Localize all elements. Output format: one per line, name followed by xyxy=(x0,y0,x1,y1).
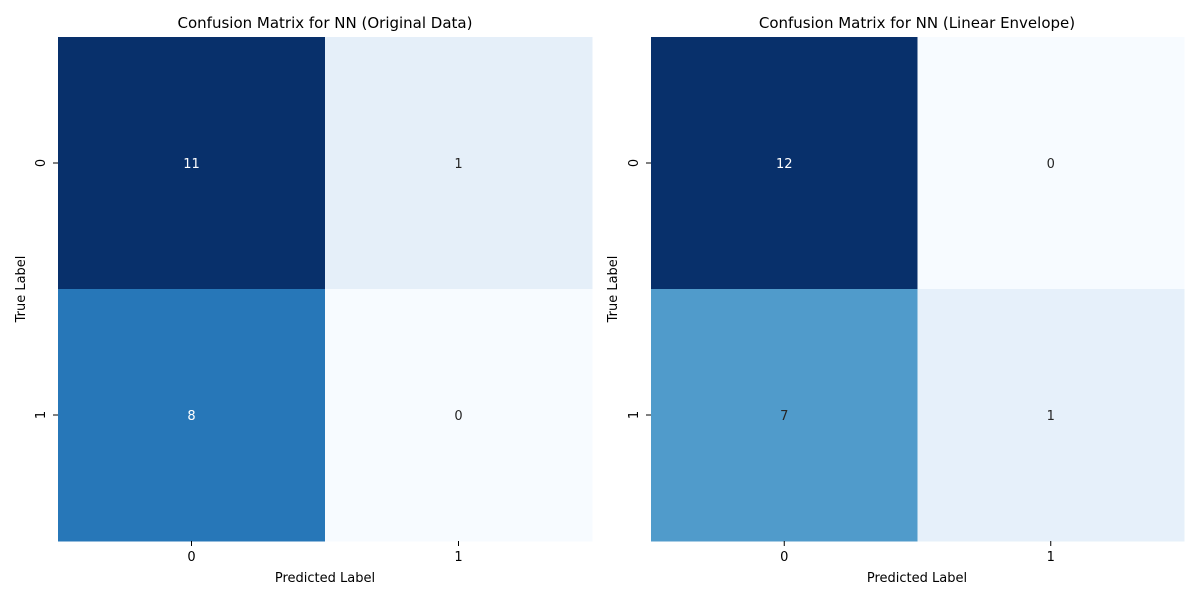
heatmap-cells: 12 0 7 1 xyxy=(651,37,1185,542)
cell-value-label: 1 xyxy=(454,157,462,172)
x-tick-label: 0 xyxy=(187,550,195,565)
heatmap-ticks: 0 1 0 1 xyxy=(34,159,463,565)
x-axis-label: Predicted Label xyxy=(867,571,967,586)
heatmap-cell xyxy=(58,289,326,542)
cell-value-label: 8 xyxy=(187,409,195,424)
heatmap-cell xyxy=(58,37,326,290)
cell-value-label: 12 xyxy=(776,157,793,172)
cell-value-label: 1 xyxy=(1047,409,1055,424)
heatmap-ticks: 0 1 0 1 xyxy=(627,159,1055,565)
heatmap-cell xyxy=(651,37,918,290)
x-tick-label: 1 xyxy=(454,550,462,565)
heatmap-panel-original: Confusion Matrix for NN (Original Data) … xyxy=(14,14,593,586)
y-tick-label: 1 xyxy=(34,411,49,419)
cell-value-label: 7 xyxy=(780,409,788,424)
cell-value-label: 0 xyxy=(1047,157,1055,172)
heatmap-cell xyxy=(917,37,1185,290)
y-axis-label: True Label xyxy=(14,256,29,324)
chart-title: Confusion Matrix for NN (Linear Envelope… xyxy=(759,14,1075,32)
cell-value-label: 0 xyxy=(454,409,462,424)
y-tick-label: 0 xyxy=(34,159,49,167)
x-axis-label: Predicted Label xyxy=(275,571,375,586)
chart-title: Confusion Matrix for NN (Original Data) xyxy=(178,14,473,32)
cell-value-label: 11 xyxy=(183,157,200,172)
y-axis-label: True Label xyxy=(606,256,621,324)
y-tick-label: 1 xyxy=(627,411,642,419)
heatmap-cell xyxy=(651,289,918,542)
x-tick-label: 0 xyxy=(780,550,788,565)
heatmap-cells: 11 18 0 xyxy=(58,37,593,542)
heatmap-panel-linear-envelope: Confusion Matrix for NN (Linear Envelope… xyxy=(606,14,1185,586)
heatmap-cell xyxy=(325,289,593,542)
heatmap-cell xyxy=(917,289,1185,542)
x-tick-label: 1 xyxy=(1047,550,1055,565)
heatmap-cell xyxy=(325,37,593,290)
y-tick-label: 0 xyxy=(627,159,642,167)
